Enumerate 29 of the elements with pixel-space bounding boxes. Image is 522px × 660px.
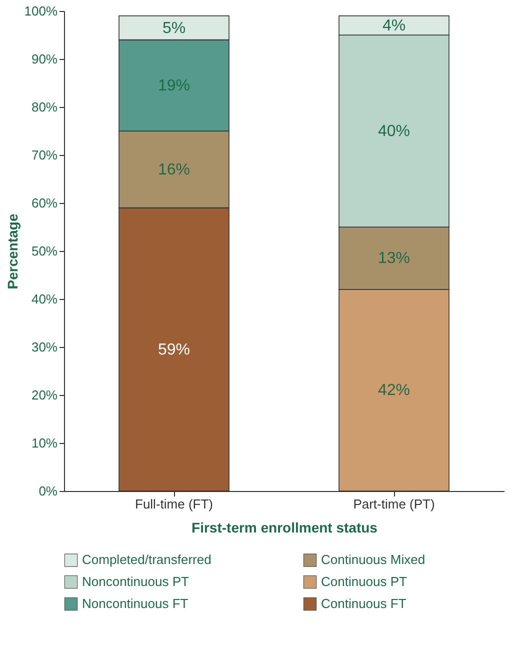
legend-label: Continuous Mixed xyxy=(321,552,426,568)
y-tick-label: 20% xyxy=(31,388,58,402)
legend-label: Completed/transferred xyxy=(82,552,212,568)
x-tick-label: Part-time (PT) xyxy=(353,496,435,512)
x-tick-label: Full-time (FT) xyxy=(135,496,213,512)
legend-label: Noncontinuous FT xyxy=(82,596,188,611)
y-tick-label: 70% xyxy=(31,148,58,162)
y-tick-label: 50% xyxy=(31,244,58,258)
data-label: 4% xyxy=(382,17,406,34)
y-tick-label: 80% xyxy=(31,100,58,114)
data-label: 59% xyxy=(158,341,190,358)
y-tick-label: 90% xyxy=(31,52,58,66)
y-tick-label: 100% xyxy=(24,4,58,18)
data-label: 42% xyxy=(378,382,410,400)
y-tick-label: 40% xyxy=(31,292,58,306)
data-label: 5% xyxy=(162,20,186,37)
data-label: 19% xyxy=(158,77,190,94)
x-axis-title: First-term enrollment status xyxy=(192,520,378,536)
y-tick-label: 0% xyxy=(38,484,58,498)
data-label: 13% xyxy=(378,250,410,268)
data-label: 40% xyxy=(378,123,410,140)
y-tick-label: 10% xyxy=(31,436,58,450)
data-label: 16% xyxy=(158,161,190,178)
legend-label: Continuous FT xyxy=(321,596,406,611)
y-tick-label: 30% xyxy=(31,340,58,354)
y-axis-title: Percentage xyxy=(4,214,20,290)
legend-label: Continuous PT xyxy=(321,574,408,589)
y-tick-label: 60% xyxy=(31,196,58,210)
legend-label: Noncontinuous PT xyxy=(82,574,190,589)
